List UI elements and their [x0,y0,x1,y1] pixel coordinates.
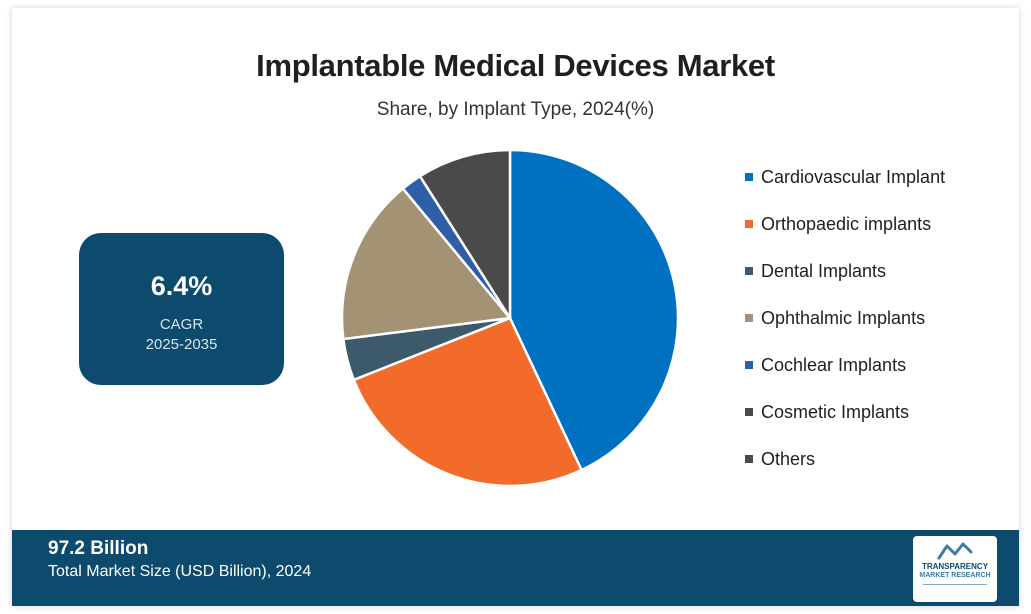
pie-slice-ophthalmic-implants [340,187,512,341]
company-logo: TRANSPARENCY MARKET RESEARCH [913,536,997,602]
legend-item: Cardiovascular Implant [745,165,945,212]
legend-label: Cochlear Implants [761,355,907,375]
legend-swatch [745,314,753,322]
legend-item: Orthopaedic implants [745,212,945,259]
legend-item: Cochlear Implants [745,353,945,400]
logo-text-line1: TRANSPARENCY [921,562,989,571]
legend-item: Others [745,447,945,494]
legend-label: Orthopaedic implants [761,214,932,234]
legend-item: Ophthalmic Implants [745,306,945,353]
cagr-period: 2025-2035 [145,336,218,353]
legend-label: Cosmetic Implants [761,402,910,422]
legend-swatch [745,220,753,228]
logo-icon [913,542,997,565]
legend-swatch [745,455,753,463]
legend-label: Dental Implants [761,261,887,281]
legend-swatch [745,267,753,275]
cagr-value: 6.4% [150,271,213,301]
market-size-value: 97.2 Billion [48,538,149,559]
infographic-card: Implantable Medical Devices Market Share… [12,8,1019,606]
legend-label: Ophthalmic Implants [761,308,926,328]
legend-swatch [745,361,753,369]
chart-legend: Cardiovascular Implant Orthopaedic implan… [745,165,945,494]
cagr-label: CAGR [159,316,204,333]
legend-label: Others [761,449,816,469]
chart-subtitle: Share, by Implant Type, 2024(%) [376,99,655,120]
legend-swatch [745,408,753,416]
legend-item: Dental Implants [745,259,945,306]
legend-item: Cosmetic Implants [745,400,945,447]
pie-chart [340,148,680,488]
pie-slice-cardiovascular-implant [508,148,680,472]
market-size-label: Total Market Size (USD Billion), 2024 [48,563,312,580]
chart-title: Implantable Medical Devices Market [256,48,775,83]
legend-swatch [745,173,753,181]
logo-text-line2: MARKET RESEARCH [919,572,991,579]
logo-divider [923,584,987,585]
legend-label: Cardiovascular Implant [761,167,946,187]
pie-slice-others [418,148,512,320]
pie-slice-orthopaedic-implants [352,316,583,488]
cagr-badge: 6.4% CAGR 2025-2035 [79,233,284,385]
footer-bar: 97.2 Billion Total Market Size (USD Bill… [12,530,1019,606]
